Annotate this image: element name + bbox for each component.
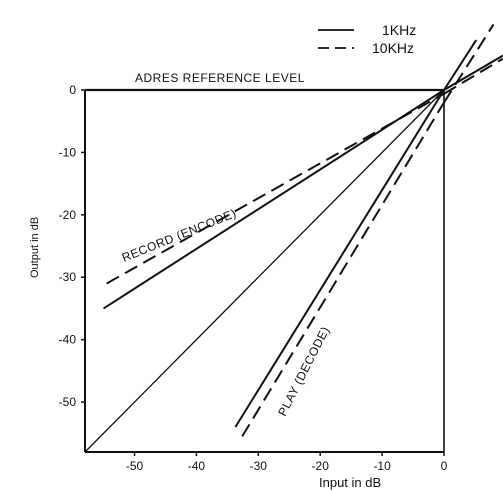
legend-label-10khz: 10KHz bbox=[372, 40, 414, 56]
y-tick-label: -20 bbox=[59, 208, 77, 222]
x-tick-label: -40 bbox=[188, 459, 206, 473]
play-solid-extension bbox=[443, 39, 478, 91]
x-tick-label: -20 bbox=[312, 459, 330, 473]
legend: 1KHz 10KHz bbox=[318, 22, 416, 56]
play-dashed-line bbox=[241, 101, 445, 437]
y-tick-label: -30 bbox=[59, 270, 77, 284]
record-dashed-line bbox=[106, 92, 445, 285]
y-tick-label: -50 bbox=[59, 395, 77, 409]
y-tick-label: -10 bbox=[59, 145, 77, 159]
x-tick-label: -10 bbox=[373, 459, 391, 473]
play-label: PLAY (DECODE) bbox=[275, 324, 332, 418]
y-axis-label: Output in dB bbox=[29, 217, 41, 278]
record-solid-extension bbox=[443, 54, 503, 91]
y-tick-label: -40 bbox=[59, 333, 77, 347]
reference-level-label: ADRES REFERENCE LEVEL bbox=[135, 71, 305, 85]
play-dashed-extension bbox=[443, 23, 495, 104]
record-dashed-extension bbox=[443, 57, 503, 95]
x-axis-label: Input in dB bbox=[319, 475, 381, 490]
reference-solid-line bbox=[84, 89, 445, 453]
play-solid-line bbox=[234, 89, 445, 428]
x-tick-label: -30 bbox=[250, 459, 268, 473]
x-tick-label: -50 bbox=[126, 459, 144, 473]
x-tick-label: 0 bbox=[441, 459, 448, 473]
record-label: RECORD (ENCODE) bbox=[120, 206, 239, 265]
legend-label-1khz: 1KHz bbox=[382, 22, 416, 38]
y-tick-label: 0 bbox=[69, 83, 76, 97]
